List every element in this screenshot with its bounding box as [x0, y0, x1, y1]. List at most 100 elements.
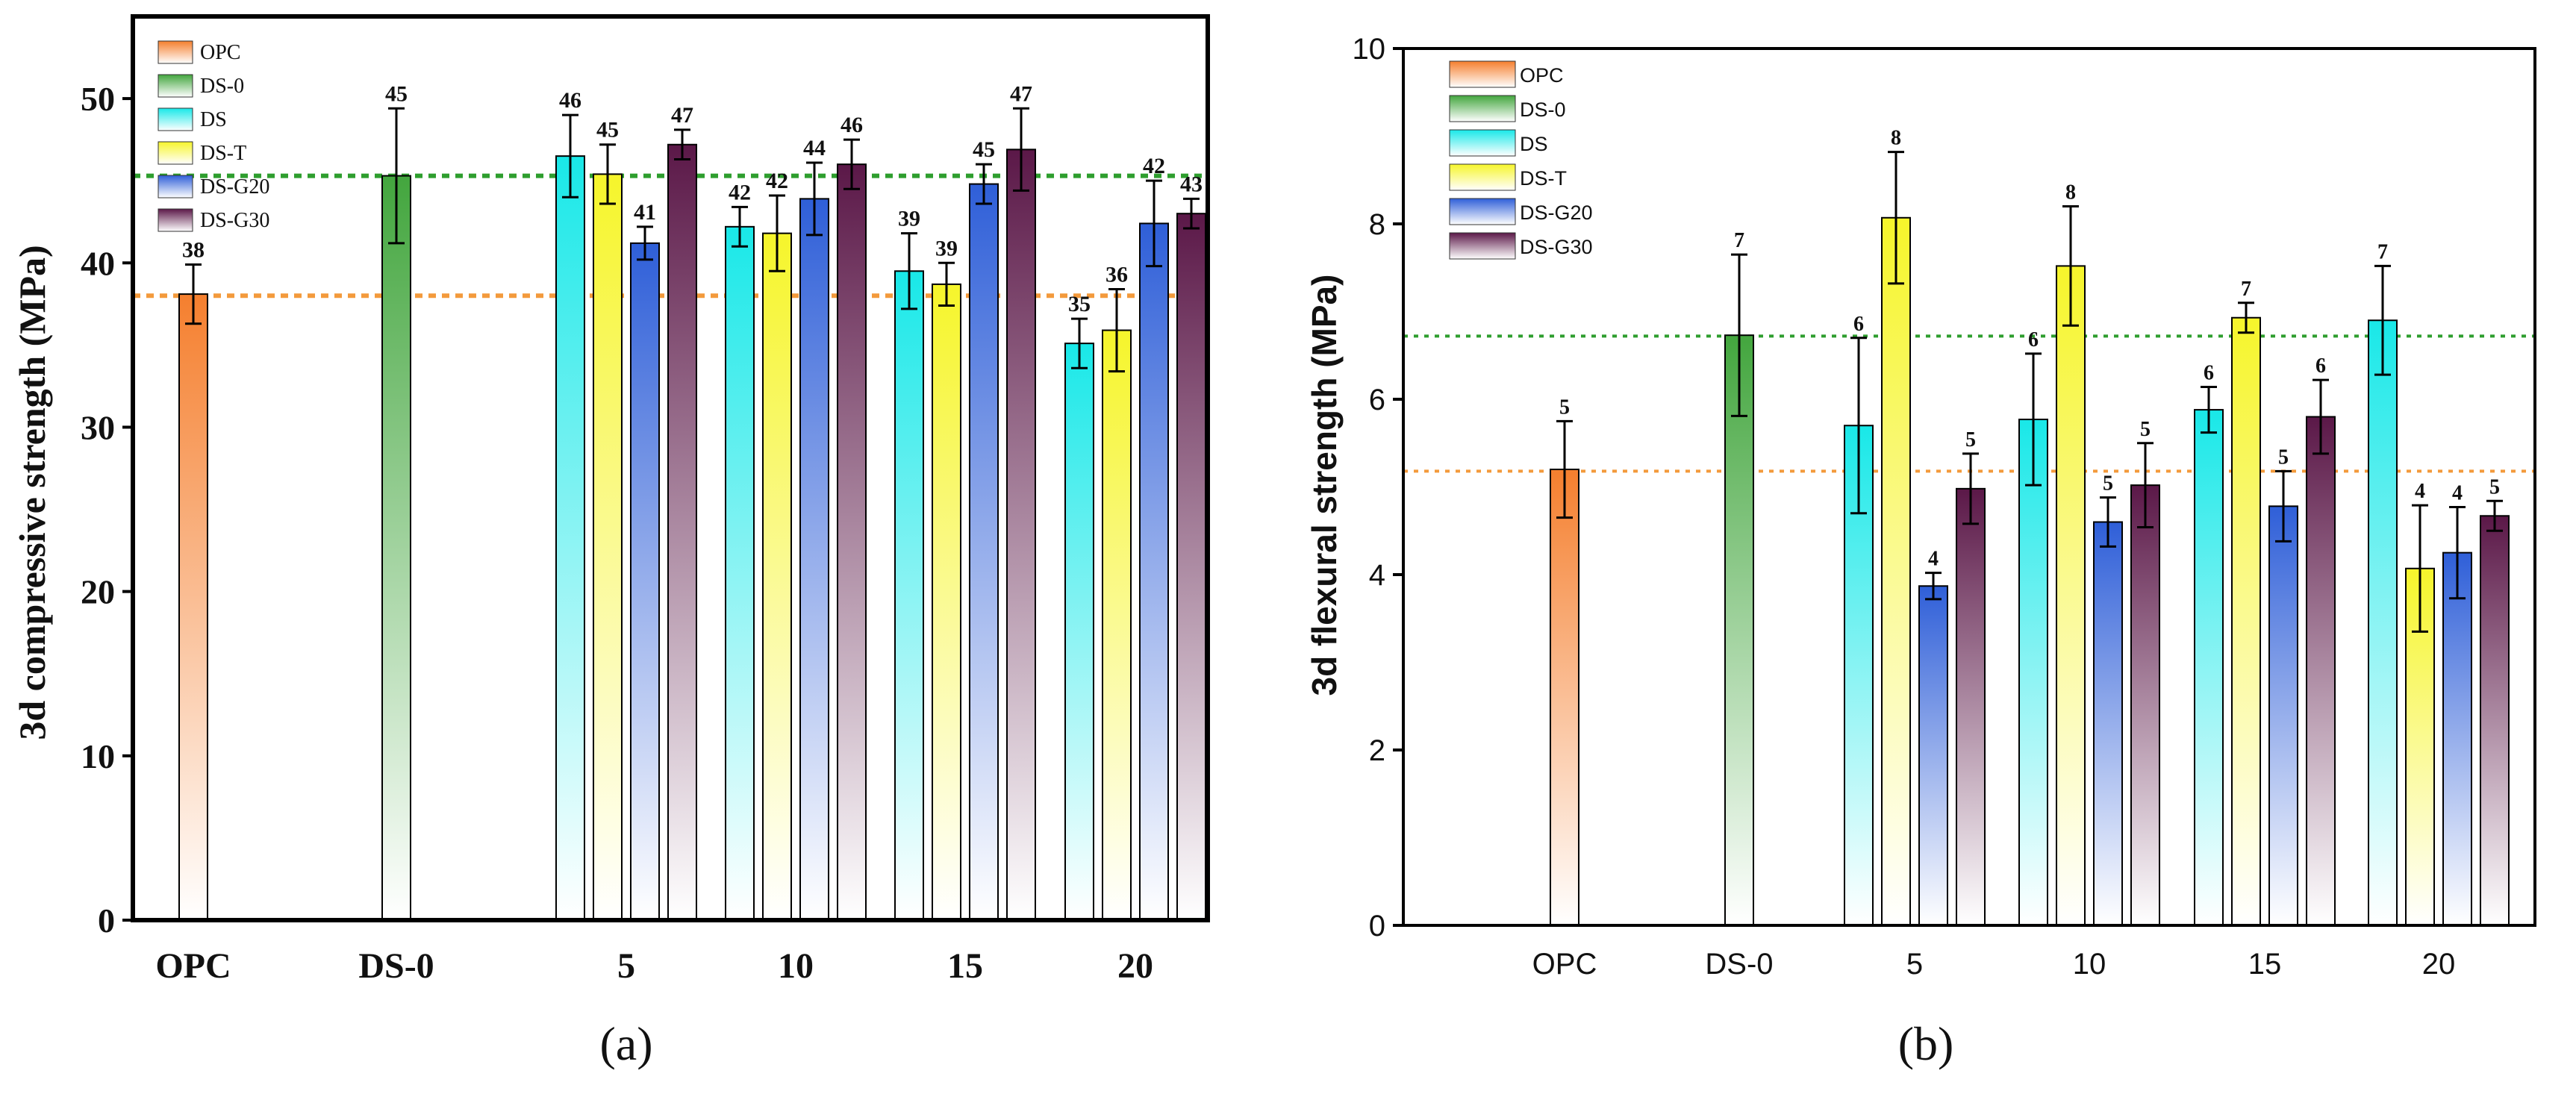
y-tick-label: 30	[81, 409, 115, 447]
y-tick-label: 10	[81, 737, 115, 775]
legend-swatch-ds-g30	[1449, 232, 1516, 260]
data-label: 7	[1734, 229, 1744, 252]
panel-a-y-ticks: 0 10 20 30 40 50	[81, 80, 133, 940]
x-category-label: 20	[1117, 946, 1153, 986]
data-label: 46	[559, 88, 581, 113]
data-label: 42	[766, 169, 788, 193]
x-category-label: 5	[1906, 948, 1923, 981]
data-label: 6	[2315, 354, 2326, 378]
legend-swatch-ds-0	[1449, 95, 1516, 122]
bar-ds-20	[1064, 343, 1094, 921]
x-category-label: 20	[2422, 948, 2456, 981]
data-label: 6	[2028, 328, 2039, 351]
data-label: 47	[1010, 81, 1032, 106]
y-tick-label: 0	[1369, 910, 1385, 943]
bar-ds-0-ds-0	[1724, 334, 1754, 927]
panel-b-legend: OPC DS-0 DS DS-T DS-G20 DS-G30	[1449, 60, 1593, 260]
x-category-label: 15	[947, 946, 983, 986]
data-label: 42	[1143, 154, 1165, 178]
panel-b-bars: 5 7 6 8 4 5 6 8 5 5 6 7 5 6 7 4 4 5	[1550, 127, 2510, 927]
data-label: 8	[2065, 181, 2076, 204]
panel-a-legend: OPC DS-0 DS DS-T DS-G20 DS-G30	[158, 40, 269, 232]
data-label: 4	[2452, 482, 2463, 505]
y-tick-label: 50	[81, 80, 115, 118]
data-label: 39	[935, 236, 958, 260]
panel-b-plot-frame	[1402, 47, 2536, 927]
data-label: 7	[2241, 278, 2251, 301]
bar-ds-g30-15	[2306, 416, 2336, 926]
bar-ds-5	[555, 155, 585, 921]
legend-label-ds-g20: DS-G20	[200, 175, 269, 199]
legend-label-ds-g30: DS-G30	[200, 209, 269, 232]
data-label: 38	[182, 237, 205, 262]
bar-ds-g30-10	[837, 163, 867, 921]
x-category-label: 10	[778, 946, 814, 986]
data-label: 5	[2278, 446, 2289, 469]
panel-a-bars: 38 45 46 45 41 47 42 42 44 46 39 39 45 47 35 36 42 43	[178, 81, 1206, 922]
panel-b-y-axis-title: 3d flexural strength (MPa)	[1305, 275, 1344, 696]
data-label: 45	[385, 81, 408, 106]
panel-a-y-axis-title: 3d compressive strength (MPa)	[11, 245, 53, 740]
x-category-label: 5	[617, 946, 635, 986]
bar-ds-g20-20	[1139, 222, 1169, 921]
legend-swatch-ds-t	[158, 141, 193, 165]
data-label: 4	[2415, 480, 2425, 503]
legend-label-ds-t: DS-T	[200, 142, 246, 165]
x-category-label: 10	[2073, 948, 2106, 981]
panel-b-flexural: 3d flexural strength (MPa) 5768456855675…	[1305, 33, 2536, 1070]
y-tick-label: 2	[1369, 734, 1385, 767]
panel-b-y-ticks: 0 2 4 6 8 10	[1353, 33, 1403, 943]
data-label: 5	[1559, 396, 1570, 419]
bar-ds-t-20	[1102, 329, 1132, 921]
bar-ds-t-15	[2231, 316, 2261, 927]
bar-ds-t-15	[932, 283, 961, 921]
x-category-label: OPC	[1532, 948, 1597, 981]
panel-a-plot-frame	[131, 14, 1210, 922]
y-tick-label: 40	[81, 244, 115, 282]
data-label: 6	[1853, 313, 1864, 336]
x-category-label: DS-0	[358, 946, 434, 986]
legend-swatch-ds-g30	[158, 208, 193, 232]
data-label: 6	[2204, 362, 2214, 385]
bar-opc-opc	[1550, 469, 1579, 926]
legend-label-ds: DS	[1520, 133, 1548, 155]
y-tick-label: 20	[81, 573, 115, 611]
bar-ds-g30-20	[1176, 213, 1206, 921]
data-label: 5	[2103, 472, 2113, 496]
bar-ds-t-5	[593, 173, 623, 921]
data-label: 39	[898, 207, 920, 231]
bar-ds-0-ds-0	[381, 175, 411, 922]
data-label: 45	[596, 118, 619, 143]
y-tick-label: 0	[98, 901, 115, 940]
data-label: 46	[841, 113, 863, 137]
bar-ds-15	[894, 270, 924, 922]
legend-swatch-ds-0	[158, 74, 193, 98]
panel-a-label: (a)	[599, 1017, 652, 1070]
data-label: 4	[1928, 548, 1939, 571]
legend-label-opc: OPC	[200, 41, 240, 64]
legend-swatch-opc	[1449, 60, 1516, 88]
data-label: 42	[729, 180, 751, 204]
legend-label-ds: DS	[200, 108, 227, 131]
bar-ds-g20-15	[2268, 505, 2298, 926]
bar-opc-opc	[178, 293, 208, 921]
y-tick-label: 6	[1369, 384, 1385, 416]
bar-ds-g20-10	[799, 198, 829, 922]
bar-ds-g20-5	[1918, 585, 1948, 927]
bar-ds-g20-20	[2442, 551, 2472, 926]
data-label: 44	[803, 136, 826, 160]
x-category-label: OPC	[155, 946, 231, 986]
bar-ds-g30-5	[667, 143, 697, 921]
data-label: 5	[2140, 418, 2151, 441]
bar-ds-t-10	[762, 232, 792, 921]
legend-label-ds-g30: DS-G30	[1520, 236, 1593, 258]
legend-swatch-ds-t	[1449, 163, 1516, 191]
legend-label-opc: OPC	[1520, 64, 1564, 87]
y-tick-label: 10	[1353, 33, 1386, 66]
bar-ds-15	[2194, 409, 2224, 926]
x-category-label: 15	[2248, 948, 2282, 981]
bar-ds-g30-5	[1956, 487, 1986, 926]
data-label: 5	[2489, 475, 2500, 499]
bar-ds-t-5	[1881, 216, 1911, 926]
